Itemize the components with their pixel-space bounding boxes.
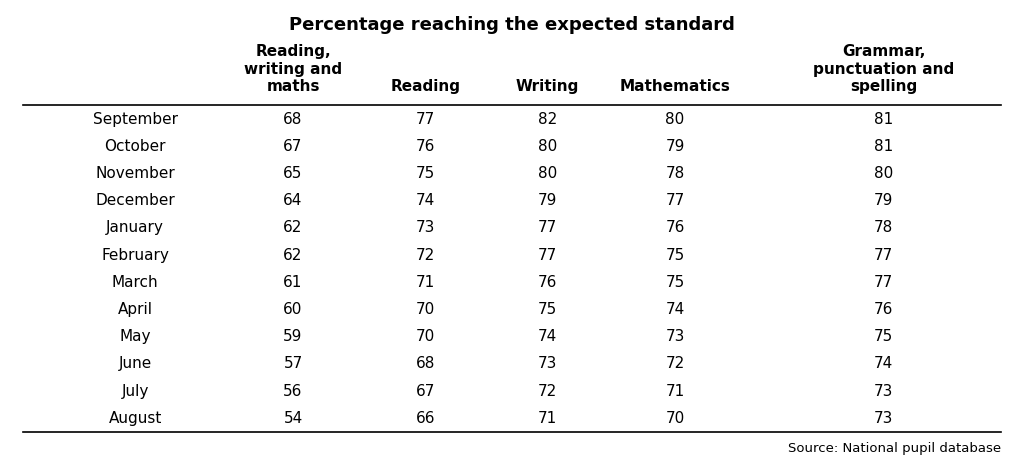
Text: 79: 79 xyxy=(538,193,557,208)
Text: 64: 64 xyxy=(284,193,303,208)
Text: 81: 81 xyxy=(874,112,893,127)
Text: Reading: Reading xyxy=(390,79,461,94)
Text: 76: 76 xyxy=(416,139,435,154)
Text: February: February xyxy=(101,248,169,262)
Text: 77: 77 xyxy=(874,275,893,290)
Text: Source: National pupil database: Source: National pupil database xyxy=(787,442,1000,455)
Text: November: November xyxy=(95,166,175,181)
Text: 78: 78 xyxy=(666,166,685,181)
Text: 62: 62 xyxy=(284,248,303,262)
Text: 75: 75 xyxy=(538,302,557,317)
Text: Reading,
writing and
maths: Reading, writing and maths xyxy=(244,44,342,94)
Text: Mathematics: Mathematics xyxy=(620,79,730,94)
Text: March: March xyxy=(112,275,159,290)
Text: 78: 78 xyxy=(874,220,893,235)
Text: 73: 73 xyxy=(874,411,893,426)
Text: 80: 80 xyxy=(666,112,685,127)
Text: 80: 80 xyxy=(874,166,893,181)
Text: 73: 73 xyxy=(416,220,435,235)
Text: 71: 71 xyxy=(538,411,557,426)
Text: 82: 82 xyxy=(538,112,557,127)
Text: August: August xyxy=(109,411,162,426)
Text: 76: 76 xyxy=(666,220,685,235)
Text: 67: 67 xyxy=(284,139,303,154)
Text: April: April xyxy=(118,302,153,317)
Text: 73: 73 xyxy=(874,383,893,399)
Text: 60: 60 xyxy=(284,302,303,317)
Text: 77: 77 xyxy=(874,248,893,262)
Text: September: September xyxy=(93,112,178,127)
Text: 70: 70 xyxy=(416,302,435,317)
Text: 72: 72 xyxy=(416,248,435,262)
Text: May: May xyxy=(120,329,151,344)
Text: 71: 71 xyxy=(666,383,685,399)
Text: June: June xyxy=(119,356,152,371)
Text: January: January xyxy=(106,220,164,235)
Text: 79: 79 xyxy=(666,139,685,154)
Text: Writing: Writing xyxy=(516,79,580,94)
Text: 76: 76 xyxy=(874,302,893,317)
Text: 74: 74 xyxy=(666,302,685,317)
Text: December: December xyxy=(95,193,175,208)
Text: 81: 81 xyxy=(874,139,893,154)
Text: 73: 73 xyxy=(538,356,557,371)
Text: 54: 54 xyxy=(284,411,303,426)
Text: 56: 56 xyxy=(284,383,303,399)
Text: 74: 74 xyxy=(538,329,557,344)
Text: Percentage reaching the expected standard: Percentage reaching the expected standar… xyxy=(289,17,735,35)
Text: 61: 61 xyxy=(284,275,303,290)
Text: 59: 59 xyxy=(284,329,303,344)
Text: July: July xyxy=(122,383,148,399)
Text: 77: 77 xyxy=(666,193,685,208)
Text: 65: 65 xyxy=(284,166,303,181)
Text: 73: 73 xyxy=(666,329,685,344)
Text: 72: 72 xyxy=(666,356,685,371)
Text: 74: 74 xyxy=(874,356,893,371)
Text: 62: 62 xyxy=(284,220,303,235)
Text: 79: 79 xyxy=(874,193,893,208)
Text: Grammar,
punctuation and
spelling: Grammar, punctuation and spelling xyxy=(813,44,954,94)
Text: 77: 77 xyxy=(538,220,557,235)
Text: 76: 76 xyxy=(538,275,557,290)
Text: 57: 57 xyxy=(284,356,303,371)
Text: 68: 68 xyxy=(284,112,303,127)
Text: 74: 74 xyxy=(416,193,435,208)
Text: 66: 66 xyxy=(416,411,435,426)
Text: 80: 80 xyxy=(538,139,557,154)
Text: 70: 70 xyxy=(416,329,435,344)
Text: 72: 72 xyxy=(538,383,557,399)
Text: 71: 71 xyxy=(416,275,435,290)
Text: October: October xyxy=(104,139,166,154)
Text: 70: 70 xyxy=(666,411,685,426)
Text: 67: 67 xyxy=(416,383,435,399)
Text: 77: 77 xyxy=(538,248,557,262)
Text: 75: 75 xyxy=(666,248,685,262)
Text: 75: 75 xyxy=(874,329,893,344)
Text: 75: 75 xyxy=(666,275,685,290)
Text: 77: 77 xyxy=(416,112,435,127)
Text: 80: 80 xyxy=(538,166,557,181)
Text: 68: 68 xyxy=(416,356,435,371)
Text: 75: 75 xyxy=(416,166,435,181)
